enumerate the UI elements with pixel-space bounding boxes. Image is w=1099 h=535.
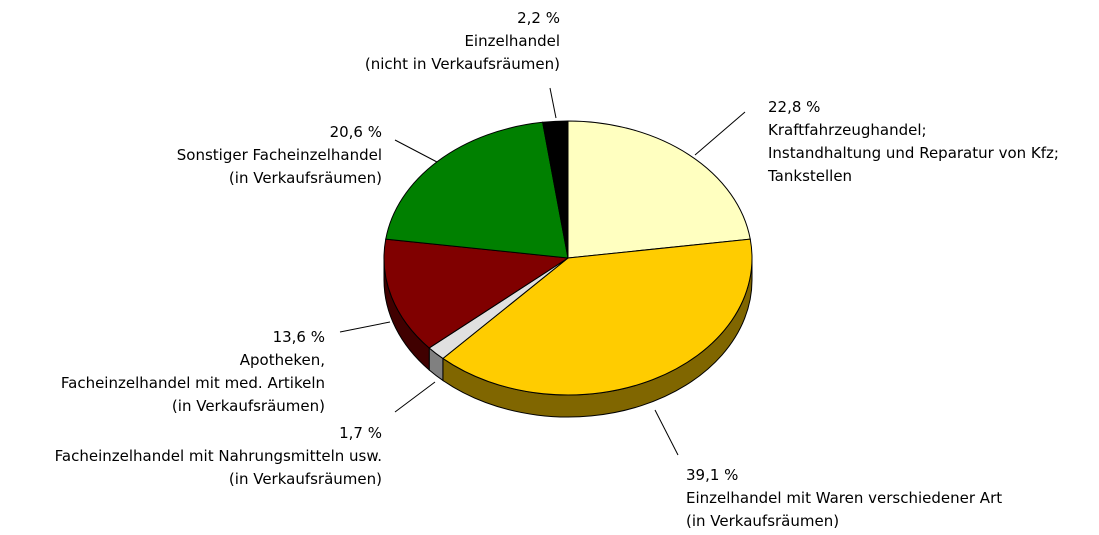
- slice-label: 22,8 % Kraftfahrzeughandel; Instandhaltung…: [767, 98, 1059, 185]
- slice-label: 39,1 % Einzelhandel mit Waren verschieden…: [686, 466, 1002, 530]
- leader-line: [549, 87, 557, 119]
- pie-slice: [567, 120, 751, 259]
- category-label: Instandhaltung und Reparatur von Kfz;: [768, 144, 1059, 162]
- value-label: 20,6 %: [330, 123, 382, 141]
- value-label: 2,2 %: [517, 9, 560, 27]
- leader-line: [339, 321, 391, 333]
- category-label: (in Verkaufsräumen): [229, 169, 382, 187]
- pie-slice: [385, 121, 569, 259]
- category-label: Tankstellen: [767, 167, 852, 185]
- category-label: (in Verkaufsräumen): [686, 512, 839, 530]
- value-label: 13,6 %: [273, 328, 325, 346]
- category-label: Kraftfahrzeughandel;: [768, 121, 927, 139]
- pie-slice: [542, 120, 569, 259]
- leader-line: [694, 111, 746, 156]
- pie-slice: [383, 238, 570, 349]
- value-label: 1,7 %: [339, 424, 382, 442]
- slice-label: 20,6 % Sonstiger Facheinzelhandel (in Verk…: [177, 123, 382, 187]
- category-label: (in Verkaufsräumen): [172, 397, 325, 415]
- category-label: (nicht in Verkaufsräumen): [365, 55, 560, 73]
- leader-line: [394, 139, 438, 163]
- value-label: 22,8 %: [768, 98, 820, 116]
- category-label: Facheinzelhandel mit Nahrungsmitteln usw…: [55, 447, 382, 465]
- slice-label: 2,2 % Einzelhandel (nicht in Verkaufsräume…: [365, 9, 560, 73]
- slice-label: 13,6 % Apotheken, Facheinzelhandel mit med…: [61, 328, 325, 415]
- category-label: Apotheken,: [240, 351, 325, 369]
- slice-label: 1,7 % Facheinzelhandel mit Nahrungsmittel…: [55, 424, 382, 488]
- value-label: 39,1 %: [686, 466, 738, 484]
- category-label: (in Verkaufsräumen): [229, 470, 382, 488]
- category-label: Einzelhandel mit Waren verschiedener Art: [686, 489, 1002, 507]
- pie-slice: [442, 238, 753, 396]
- category-label: Einzelhandel: [464, 32, 560, 50]
- leader-line: [654, 409, 679, 456]
- leader-line: [394, 381, 436, 413]
- category-label: Facheinzelhandel mit med. Artikeln: [61, 374, 325, 392]
- category-label: Sonstiger Facheinzelhandel: [177, 146, 382, 164]
